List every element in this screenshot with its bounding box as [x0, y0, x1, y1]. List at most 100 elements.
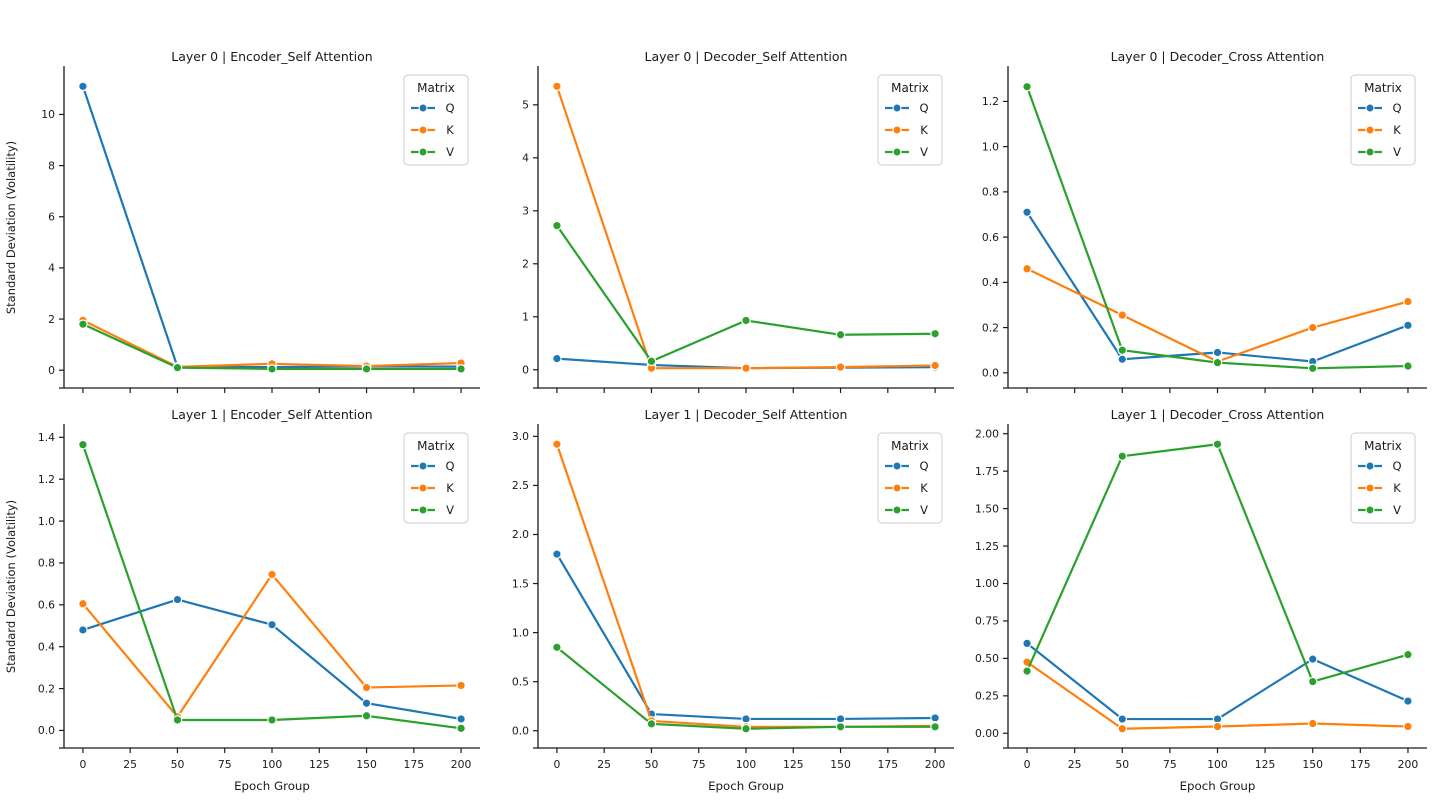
line-series-V: [552, 220, 940, 367]
axes: [1003, 424, 1427, 749]
data-point-V: [172, 362, 183, 373]
legend-label-Q: Q: [919, 459, 928, 473]
svg-text:0: 0: [79, 758, 86, 771]
svg-text:6: 6: [48, 210, 55, 223]
svg-text:75: 75: [218, 758, 232, 771]
svg-text:0.00: 0.00: [975, 727, 999, 740]
legend: Matrix QKV: [877, 74, 943, 166]
subplot-layer0-decoder-self-attention: Layer 0 | Decoder_Self Attention 0 1 2 3 4 5 Ma…: [522, 49, 954, 393]
legend-label-K: K: [446, 481, 454, 495]
svg-text:1.0: 1.0: [512, 626, 529, 639]
svg-text:1: 1: [522, 310, 529, 323]
data-point-V: [172, 715, 183, 725]
y-axis-ticks: 0.0 0.5 1.0 1.5 2.0 2.5 3.0: [512, 430, 538, 737]
svg-text:3.0: 3.0: [512, 430, 529, 443]
data-point-K: [1307, 322, 1318, 333]
data-point-V: [78, 319, 88, 329]
legend-label-Q: Q: [1392, 459, 1401, 473]
legend-marker-V: [1365, 505, 1375, 515]
svg-text:150: 150: [1302, 758, 1323, 771]
y-axis-ticks: 0.00 0.25 0.50 0.75 1.00 1.25 1.50 1.75 2.00: [975, 427, 1008, 740]
subplot-title: Layer 0 | Decoder_Self Attention: [645, 49, 848, 64]
legend-marker-Q: [892, 103, 902, 113]
data-point-Q: [741, 714, 751, 724]
line-series-Q: [78, 594, 466, 724]
y-axis-ticks: 0.0 0.2 0.4 0.6 0.8 1.0 1.2 1.4: [38, 431, 64, 737]
legend-label-K: K: [920, 123, 928, 137]
line-series-V: [78, 319, 466, 374]
svg-text:150: 150: [356, 758, 377, 771]
axes: [533, 424, 954, 749]
svg-text:0: 0: [522, 363, 529, 376]
line-series-K: [78, 315, 466, 372]
data-point-Q: [456, 714, 466, 724]
line-series-K: [78, 569, 466, 722]
subplot-layer0-decoder-cross-attention: Layer 0 | Decoder_Cross Attention0.00.20…: [982, 49, 1427, 393]
svg-text:100: 100: [736, 758, 757, 771]
legend-title: Matrix: [1364, 439, 1402, 453]
data-point-V: [1022, 81, 1032, 92]
data-point-K: [456, 680, 466, 691]
data-point-Q: [930, 713, 940, 723]
legend-marker-V: [418, 505, 428, 515]
data-point-K: [930, 360, 940, 371]
line-series-V: [1022, 439, 1413, 687]
legend-label-Q: Q: [919, 101, 928, 115]
data-point-Q: [1403, 696, 1413, 706]
legend-title: Matrix: [891, 81, 929, 95]
data-point-V: [1022, 666, 1032, 676]
x-axis-label: Epoch Group: [1180, 779, 1256, 793]
x-axis-ticks: [82, 388, 462, 393]
legend-title: Matrix: [417, 81, 455, 95]
data-point-K: [552, 439, 562, 450]
data-point-V: [456, 364, 466, 374]
legend-label-V: V: [1393, 503, 1401, 517]
legend-label-V: V: [920, 503, 928, 517]
data-point-V: [930, 722, 940, 732]
svg-text:4: 4: [48, 262, 55, 275]
legend-marker-Q: [1365, 103, 1375, 113]
data-point-V: [456, 723, 466, 734]
data-point-V: [1403, 361, 1413, 371]
data-point-K: [1117, 310, 1128, 320]
legend-marker-V: [892, 147, 902, 157]
svg-text:175: 175: [878, 758, 899, 771]
data-point-Q: [1022, 638, 1032, 649]
data-point-V: [361, 364, 372, 374]
svg-text:1.2: 1.2: [38, 473, 55, 486]
data-point-V: [1212, 439, 1223, 450]
legend-marker-K: [1365, 125, 1375, 135]
svg-text:25: 25: [597, 758, 611, 771]
svg-text:2.00: 2.00: [975, 427, 999, 440]
legend-title: Matrix: [417, 439, 455, 453]
x-axis-ticks: [556, 388, 936, 393]
subplot-title: Layer 1 | Encoder_Self Attention: [171, 407, 372, 422]
data-point-K: [552, 81, 562, 92]
legend-title: Matrix: [891, 439, 929, 453]
svg-text:0.2: 0.2: [38, 682, 55, 695]
y-axis-label: Standard Deviation (Volatility): [4, 500, 18, 673]
svg-text:4: 4: [522, 152, 529, 165]
svg-text:100: 100: [262, 758, 283, 771]
data-point-V: [1403, 649, 1413, 660]
data-point-Q: [78, 625, 88, 635]
subplot-layer0-encoder-self-attention: Layer 0 | Encoder_Self Attention 0 2 4 6 8 10 S…: [4, 49, 480, 393]
svg-text:0.4: 0.4: [38, 640, 55, 653]
line-series-Q: [1022, 207, 1413, 367]
x-axis-label: Epoch Group: [234, 779, 310, 793]
svg-text:0.0: 0.0: [38, 724, 55, 737]
legend-marker-K: [892, 483, 902, 493]
axes: [59, 66, 480, 389]
data-point-V: [1212, 357, 1223, 368]
data-point-Q: [1117, 714, 1128, 724]
legend: Matrix QKV: [403, 74, 469, 166]
legend: Matrix QKV: [1350, 74, 1416, 166]
svg-text:0.8: 0.8: [982, 186, 999, 199]
svg-text:0.6: 0.6: [982, 231, 999, 244]
data-point-Q: [1022, 207, 1032, 218]
subplot-title: Layer 1 | Decoder_Self Attention: [645, 407, 848, 422]
svg-text:1.4: 1.4: [38, 431, 55, 444]
data-point-V: [930, 328, 940, 339]
data-point-V: [552, 642, 562, 653]
legend-label-K: K: [1393, 123, 1401, 137]
